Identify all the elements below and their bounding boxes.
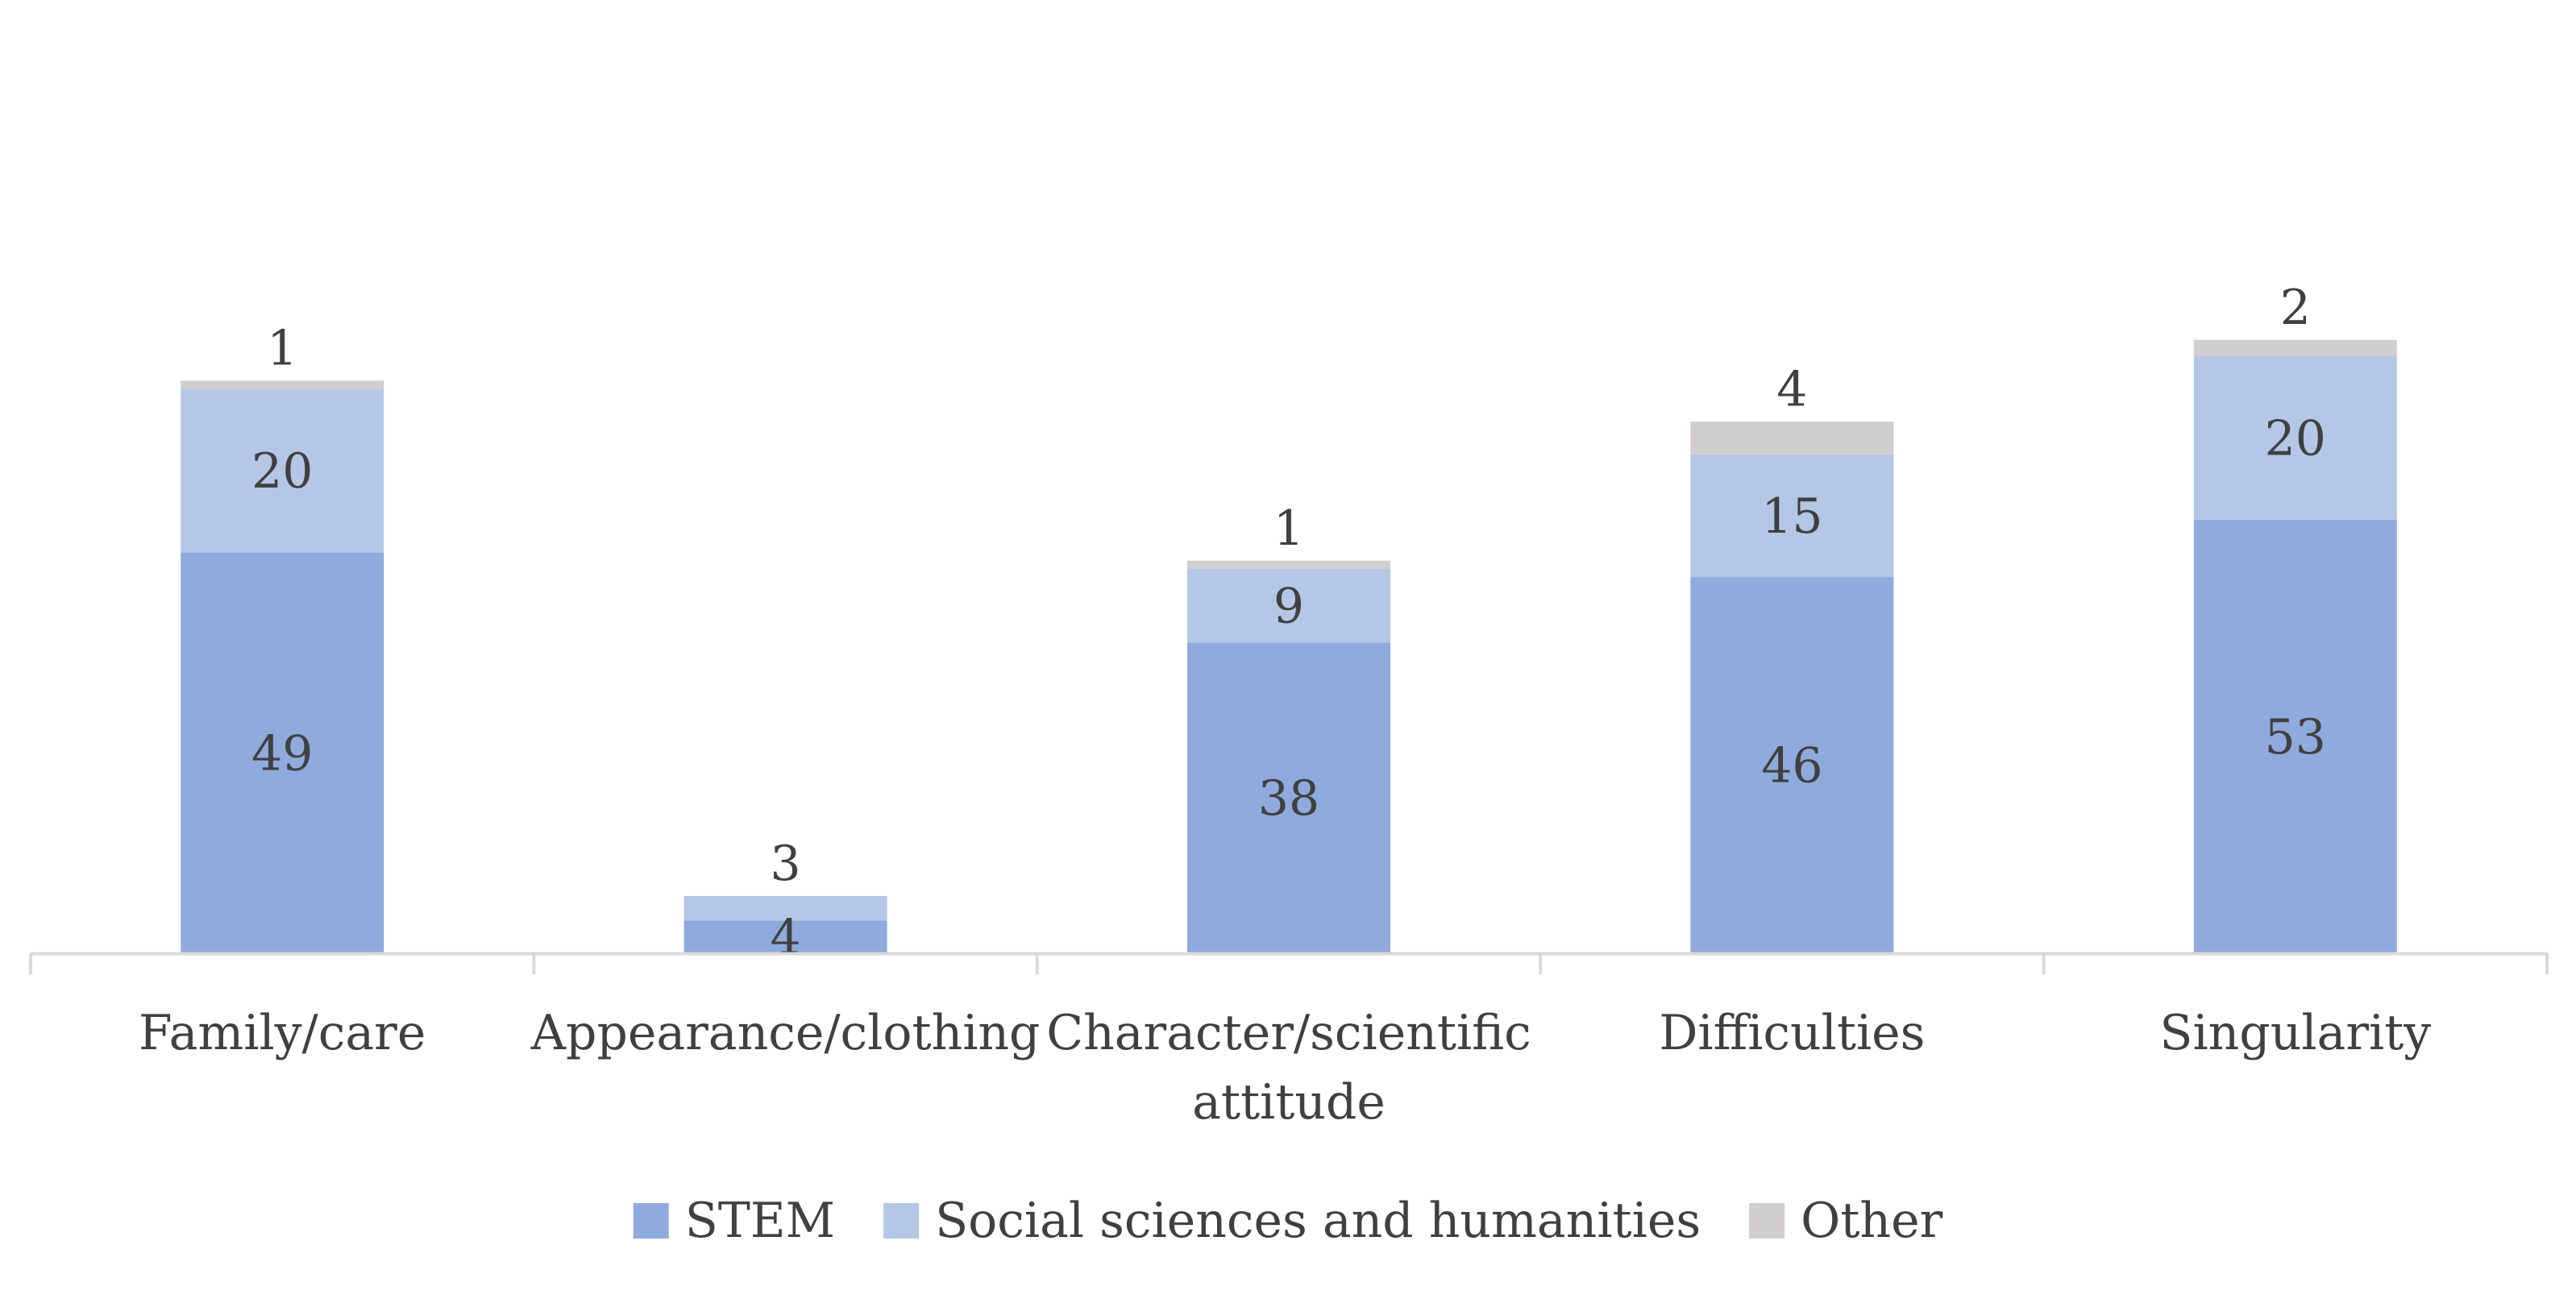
legend-label-social-sciences-and-humanities: Social sciences and humanities (935, 1193, 1701, 1249)
bar-appearance-clothing-social-sciences-and-humanities (683, 895, 887, 921)
bar-character-scientific-attitude-social-sciences-and-humanities (1187, 568, 1390, 643)
category-label-family-care: Family/care (139, 1005, 426, 1061)
data-label-singularity-social-sciences-and-humanities: 20 (2265, 411, 2326, 467)
data-label-appearance-clothing-social-sciences-and-humanities: 3 (771, 836, 801, 892)
legend-swatch-social-sciences-and-humanities (883, 1203, 920, 1239)
bar-character-scientific-attitude-stem (1187, 642, 1390, 953)
data-label-singularity-other: 2 (2280, 280, 2311, 336)
data-label-character-scientific-attitude-other: 1 (1273, 500, 1304, 557)
data-label-difficulties-social-sciences-and-humanities: 15 (1761, 488, 1822, 545)
bar-family-care-social-sciences-and-humanities (181, 388, 384, 553)
bar-family-care-other (181, 380, 384, 389)
legend-label-other: Other (1801, 1193, 1942, 1249)
data-labels-layer: 49 20 1 4 3 38 9 1 46 15 4 53 20 2 (251, 280, 2326, 966)
category-label-difficulties: Difficulties (1659, 1005, 1925, 1061)
legend: STEM Social sciences and humanities Other (633, 1193, 1943, 1249)
legend-label-stem: STEM (685, 1193, 835, 1249)
bar-appearance-clothing-stem (683, 920, 887, 953)
bars-layer (181, 339, 2397, 953)
data-label-appearance-clothing-stem: 4 (771, 910, 801, 966)
bar-family-care-stem (181, 552, 384, 953)
x-axis (29, 952, 2549, 974)
data-label-character-scientific-attitude-social-sciences-and-humanities: 9 (1273, 579, 1304, 635)
data-label-singularity-stem: 53 (2265, 709, 2326, 766)
category-label-appearance-clothing: Appearance/clothing (530, 1005, 1041, 1061)
bar-singularity-other (2193, 339, 2397, 357)
legend-swatch-other (1749, 1203, 1785, 1239)
data-label-family-care-stem: 49 (251, 725, 313, 782)
data-label-family-care-other: 1 (267, 321, 297, 377)
bar-singularity-social-sciences-and-humanities (2193, 356, 2397, 521)
data-label-family-care-social-sciences-and-humanities: 20 (251, 443, 313, 500)
data-label-difficulties-stem: 46 (1761, 738, 1822, 795)
data-label-difficulties-other: 4 (1776, 361, 1807, 417)
category-labels-layer: Family/care Appearance/clothing Character/… (139, 1005, 2431, 1131)
bar-difficulties-social-sciences-and-humanities (1690, 454, 1894, 578)
category-label-character-scientific-attitude: Character/scientific attitude (1046, 1005, 1531, 1131)
bar-singularity-stem (2193, 520, 2397, 953)
category-label-singularity: Singularity (2159, 1005, 2431, 1061)
bar-character-scientific-attitude-other (1187, 560, 1390, 569)
data-label-character-scientific-attitude-stem: 38 (1258, 770, 1319, 827)
bar-difficulties-stem (1690, 577, 1894, 953)
legend-swatch-stem (633, 1203, 669, 1239)
bar-difficulties-other (1690, 421, 1894, 454)
